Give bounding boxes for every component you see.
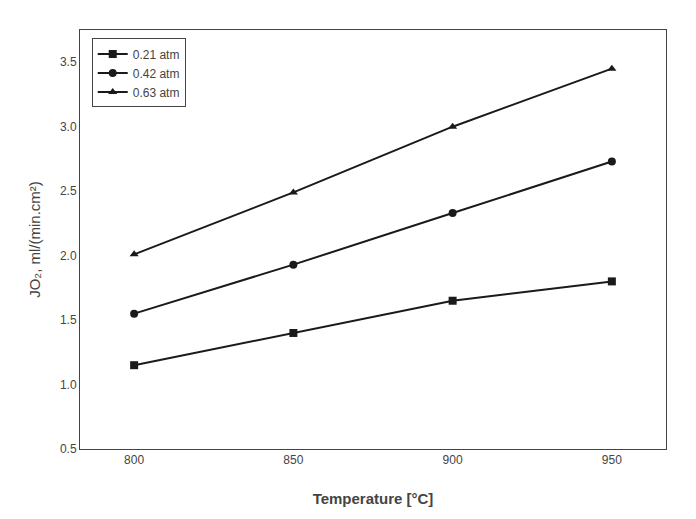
- svg-text:3.0: 3.0: [60, 120, 77, 134]
- svg-text:2.5: 2.5: [60, 184, 77, 198]
- svg-text:850: 850: [283, 453, 303, 467]
- svg-text:0.42 atm: 0.42 atm: [133, 67, 180, 81]
- svg-text:950: 950: [602, 453, 622, 467]
- svg-text:2.0: 2.0: [60, 249, 77, 263]
- svg-text:800: 800: [124, 453, 144, 467]
- svg-text:3.5: 3.5: [60, 55, 77, 69]
- svg-text:0.21 atm: 0.21 atm: [133, 48, 180, 62]
- svg-text:900: 900: [443, 453, 463, 467]
- svg-text:0.5: 0.5: [60, 442, 77, 456]
- svg-text:Temperature [°C]: Temperature [°C]: [313, 490, 434, 507]
- svg-text:1.5: 1.5: [60, 313, 77, 327]
- svg-text:1.0: 1.0: [60, 378, 77, 392]
- svg-text:0.63 atm: 0.63 atm: [133, 86, 180, 100]
- svg-text:JO₂, ml/(min.cm²): JO₂, ml/(min.cm²): [26, 181, 43, 298]
